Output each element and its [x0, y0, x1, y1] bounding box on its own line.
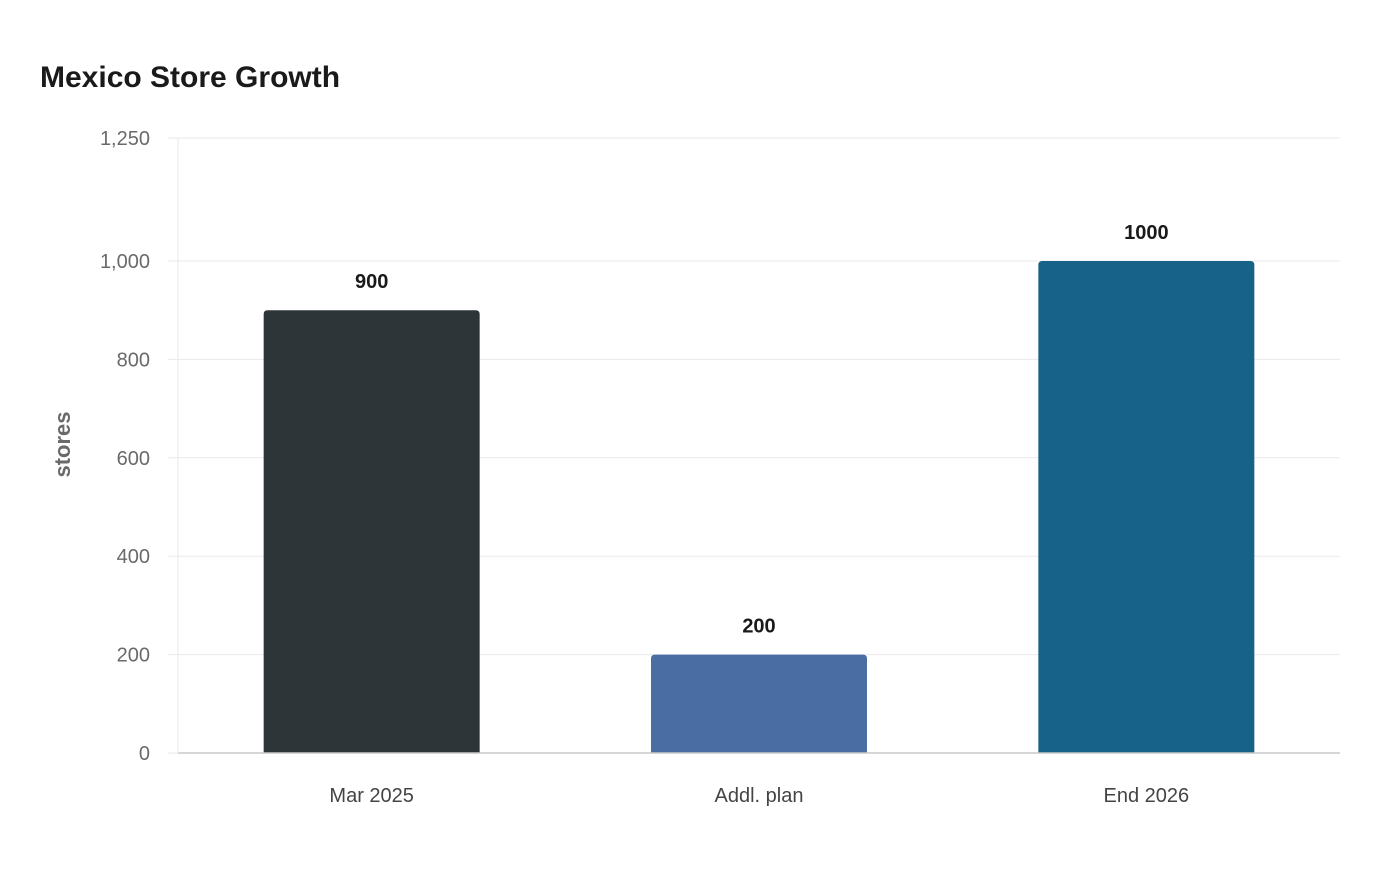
- y-axis-ticks: 0 200 400 600 800 1,000 1,250: [100, 128, 150, 765]
- y-tick-label: 800: [117, 349, 150, 371]
- x-tick-label: End 2026: [1104, 785, 1190, 807]
- chart-title: Mexico Store Growth: [40, 61, 341, 94]
- y-tick-label: 0: [139, 743, 150, 765]
- x-axis-ticks: Mar 2025 Addl. plan End 2026: [329, 785, 1189, 807]
- data-label: 200: [742, 616, 775, 638]
- y-axis-title: stores: [50, 411, 75, 477]
- bar: [1038, 261, 1255, 753]
- x-tick-label: Mar 2025: [329, 785, 414, 807]
- y-tick-label: 400: [117, 546, 150, 568]
- x-tick-label: Addl. plan: [715, 785, 804, 807]
- bars: [263, 261, 1255, 753]
- y-tick-label: 200: [117, 645, 150, 667]
- data-label: 1000: [1124, 222, 1169, 244]
- data-label: 900: [355, 271, 388, 293]
- y-tick-label: 1,250: [100, 128, 150, 150]
- y-tick-label: 1,000: [100, 251, 150, 273]
- y-tick-label: 600: [117, 448, 150, 470]
- bar: [263, 310, 480, 753]
- data-labels: 900 200 1000: [355, 222, 1169, 638]
- bar: [651, 654, 867, 753]
